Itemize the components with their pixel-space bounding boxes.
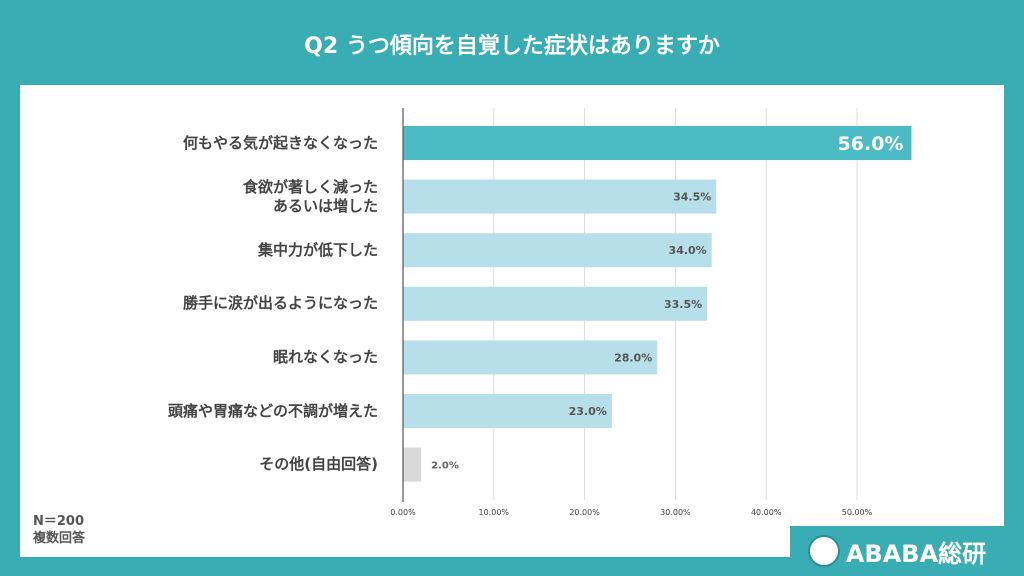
sample-note: N＝200 複数回答 — [33, 513, 85, 547]
answer-type: 複数回答 — [33, 531, 86, 546]
x-tick-label: 50.00% — [842, 508, 873, 517]
logo: ABABA総研 — [790, 526, 1004, 576]
data-label: 23.0% — [569, 405, 607, 418]
data-label: 33.5% — [664, 298, 702, 311]
category-label: 眠れなくなった — [272, 347, 378, 366]
category-label: 何もやる気が起きなくなった — [182, 133, 378, 152]
chart-panel — [20, 85, 1004, 557]
x-tick-label: 30.00% — [660, 508, 691, 517]
sample-size: N＝200 — [33, 514, 85, 529]
bar — [403, 447, 422, 482]
bar — [403, 394, 612, 428]
bar — [403, 286, 708, 321]
chart-title: Q2 うつ傾向を自覚した症状はありますか — [304, 34, 720, 59]
x-tick-label: 10.00% — [479, 508, 510, 517]
category-label: 勝手に涙が出るようになった — [182, 294, 378, 313]
data-label: 34.0% — [669, 244, 707, 257]
x-tick-label: 40.00% — [751, 508, 782, 517]
alpaca-logo-icon — [807, 535, 840, 567]
data-label: 28.0% — [614, 351, 652, 364]
logo-text: ABABA総研 — [845, 539, 987, 568]
category-label: 食欲が著しく減った あるいは増した — [242, 177, 378, 215]
data-label: 2.0% — [431, 461, 459, 472]
x-tick-label: 0.00% — [390, 508, 416, 517]
bar — [403, 179, 717, 214]
category-label: 頭痛や胃痛などの不調が増えた — [167, 401, 378, 420]
bar — [403, 233, 712, 268]
data-label: 56.0% — [838, 133, 904, 155]
bar — [403, 126, 912, 160]
bar — [403, 340, 658, 375]
data-label: 34.5% — [673, 191, 711, 204]
category-label: 集中力が低下した — [257, 240, 378, 259]
x-tick-label: 20.00% — [569, 508, 600, 517]
category-label: その他(自由回答) — [259, 455, 378, 474]
